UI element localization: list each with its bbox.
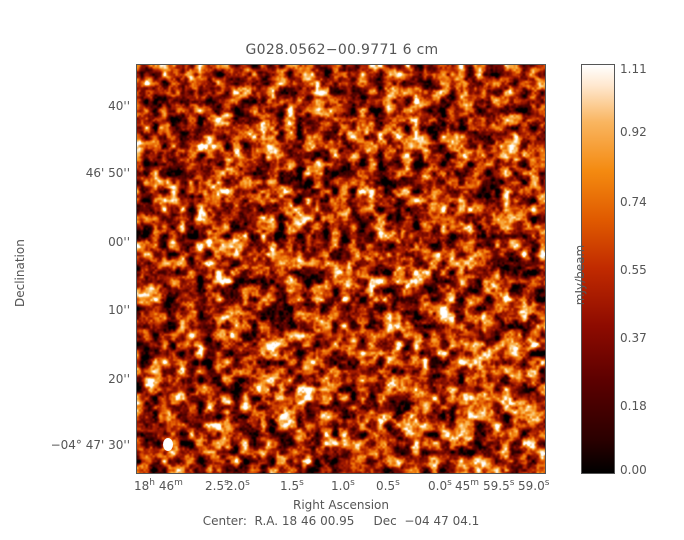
y-tick-label: 46' 50'' [85, 166, 130, 180]
y-tick-label: 20'' [108, 372, 130, 386]
colorbar [581, 64, 615, 474]
x-tick-label: 59.0s [518, 478, 550, 493]
y-tick-label: −04° 47' 30'' [50, 438, 130, 452]
colorbar-tick: 0.00 [620, 463, 647, 477]
x-axis-label: Right Ascension [293, 498, 389, 512]
x-tick-label: 0.5s [376, 478, 400, 493]
colorbar-tick: 0.55 [620, 263, 647, 277]
y-tick-label: 40'' [108, 99, 130, 113]
radio-map [136, 64, 546, 474]
beam-ellipse [163, 438, 173, 451]
y-tick-label: 00'' [108, 235, 130, 249]
image-title: G028.0562−00.9771 6 cm [245, 42, 439, 58]
colorbar-tick: 0.18 [620, 399, 647, 413]
x-tick-label: 1.5s [280, 478, 304, 493]
colorbar-label: mJy/beam [573, 244, 587, 306]
x-tick-label: 1.0s [331, 478, 355, 493]
colorbar-tick: 0.74 [620, 195, 647, 209]
y-tick-label: 10'' [108, 303, 130, 317]
x-tick-label: 2.0s [226, 478, 250, 493]
colorbar-tick: 0.92 [620, 125, 647, 139]
x-tick-label: 0.0s [428, 478, 452, 493]
x-tick-label: 2.5s [205, 478, 229, 493]
x-tick-label: 59.5s [483, 478, 515, 493]
y-axis-label: Declination [13, 239, 27, 307]
x-tick-label: 18h 46m [134, 478, 183, 493]
colorbar-tick: 1.11 [620, 62, 647, 76]
x-tick-label: 45m [455, 478, 480, 493]
colorbar-tick: 0.37 [620, 331, 647, 345]
radio-map-canvas [137, 65, 545, 473]
center-coordinates: Center: R.A. 18 46 00.95 Dec −04 47 04.1 [202, 514, 480, 528]
